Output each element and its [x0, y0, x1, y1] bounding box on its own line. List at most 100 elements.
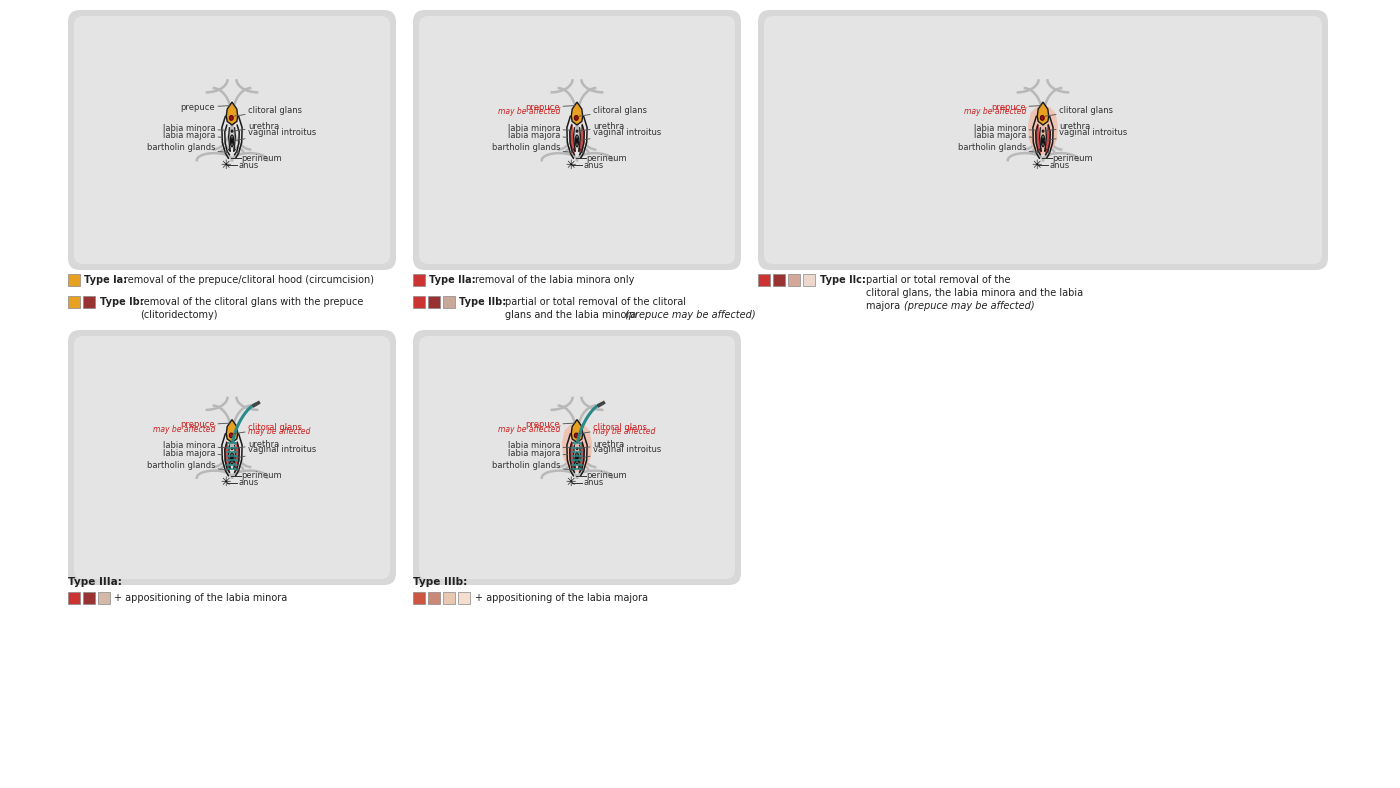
- Text: prepuce: prepuce: [525, 103, 575, 112]
- FancyBboxPatch shape: [757, 10, 1329, 270]
- Bar: [804, 274, 815, 286]
- Text: labia majora: labia majora: [508, 448, 568, 458]
- Text: vaginal introitus: vaginal introitus: [1044, 128, 1127, 141]
- Text: urethra: urethra: [1044, 122, 1091, 132]
- Polygon shape: [568, 440, 575, 472]
- Polygon shape: [568, 123, 575, 155]
- Text: Type IIb:: Type IIb:: [459, 297, 507, 307]
- Text: may be affected: may be affected: [248, 427, 311, 437]
- Text: vaginal introitus: vaginal introitus: [578, 445, 661, 459]
- Text: clitoral glans: clitoral glans: [234, 106, 302, 116]
- Ellipse shape: [575, 130, 578, 132]
- Text: perineum: perineum: [242, 154, 283, 163]
- Ellipse shape: [574, 116, 578, 121]
- Text: + appositioning of the labia minora: + appositioning of the labia minora: [113, 593, 287, 603]
- Text: Type IIa:: Type IIa:: [428, 275, 476, 285]
- Polygon shape: [234, 440, 239, 472]
- Text: labia minora: labia minora: [162, 441, 227, 451]
- FancyBboxPatch shape: [413, 330, 741, 585]
- Text: labia minora: labia minora: [973, 124, 1037, 133]
- Text: removal of the prepuce/clitoral hood (circumcision): removal of the prepuce/clitoral hood (ci…: [125, 275, 374, 285]
- Text: urethra: urethra: [578, 122, 624, 132]
- Bar: [428, 592, 440, 604]
- Polygon shape: [224, 440, 230, 472]
- Text: may be affected: may be affected: [965, 107, 1026, 117]
- Ellipse shape: [1042, 130, 1044, 132]
- Text: perineum: perineum: [1053, 154, 1093, 163]
- Ellipse shape: [575, 136, 578, 145]
- Text: clitoral glans: clitoral glans: [580, 106, 647, 116]
- Ellipse shape: [575, 135, 578, 147]
- Text: vaginal introitus: vaginal introitus: [234, 445, 316, 459]
- Ellipse shape: [575, 454, 578, 463]
- Bar: [428, 296, 440, 308]
- Text: urethra: urethra: [232, 440, 279, 448]
- Polygon shape: [578, 440, 585, 472]
- Polygon shape: [1035, 123, 1042, 155]
- Polygon shape: [227, 419, 238, 442]
- Bar: [69, 274, 80, 286]
- Text: urethra: urethra: [232, 122, 279, 132]
- Bar: [69, 296, 80, 308]
- Ellipse shape: [231, 448, 232, 450]
- FancyBboxPatch shape: [419, 16, 735, 264]
- Text: bartholin glands: bartholin glands: [491, 461, 571, 470]
- Text: labia majora: labia majora: [508, 131, 568, 140]
- Text: perineum: perineum: [587, 471, 627, 481]
- Text: labia majora: labia majora: [974, 131, 1033, 140]
- Text: bartholin glands: bartholin glands: [147, 143, 227, 152]
- Text: may be affected: may be affected: [592, 427, 655, 437]
- Ellipse shape: [1040, 116, 1044, 121]
- Polygon shape: [1044, 123, 1051, 155]
- Text: urethra: urethra: [578, 440, 624, 448]
- Bar: [69, 592, 80, 604]
- Text: Type Ib:: Type Ib:: [99, 297, 144, 307]
- Text: labia minora: labia minora: [162, 124, 227, 133]
- Ellipse shape: [574, 433, 578, 438]
- Text: clitoral glans: clitoral glans: [1046, 106, 1113, 116]
- Text: + appositioning of the labia majora: + appositioning of the labia majora: [475, 593, 648, 603]
- Text: Type IIIa:: Type IIIa:: [69, 577, 122, 587]
- Polygon shape: [571, 102, 582, 125]
- Text: perineum: perineum: [242, 471, 283, 481]
- Bar: [83, 296, 95, 308]
- Text: may be affected: may be affected: [498, 107, 560, 117]
- Ellipse shape: [231, 136, 232, 145]
- Bar: [442, 592, 455, 604]
- Ellipse shape: [231, 135, 234, 147]
- Text: prepuce: prepuce: [181, 103, 230, 112]
- Bar: [413, 592, 426, 604]
- Ellipse shape: [231, 452, 234, 464]
- Text: anus: anus: [238, 478, 259, 488]
- Text: perineum: perineum: [587, 154, 627, 163]
- FancyBboxPatch shape: [69, 10, 396, 270]
- Text: clitoral glans: clitoral glans: [580, 423, 647, 433]
- Text: removal of the clitoral glans with the prepuce: removal of the clitoral glans with the p…: [140, 297, 364, 307]
- Text: (prepuce may be affected): (prepuce may be affected): [904, 301, 1035, 311]
- Text: labia minora: labia minora: [508, 124, 571, 133]
- Text: bartholin glands: bartholin glands: [147, 461, 227, 470]
- Text: labia majora: labia majora: [162, 448, 223, 458]
- Ellipse shape: [1042, 136, 1044, 145]
- Bar: [413, 296, 426, 308]
- Ellipse shape: [230, 116, 234, 121]
- Text: removal of the labia minora only: removal of the labia minora only: [475, 275, 634, 285]
- Text: anus: anus: [584, 478, 603, 488]
- Text: labia majora: labia majora: [162, 131, 223, 140]
- Text: anus: anus: [1049, 161, 1070, 170]
- Text: vaginal introitus: vaginal introitus: [578, 128, 661, 141]
- Text: vaginal introitus: vaginal introitus: [234, 128, 316, 141]
- FancyBboxPatch shape: [764, 16, 1322, 264]
- FancyBboxPatch shape: [74, 336, 391, 579]
- Text: bartholin glands: bartholin glands: [491, 143, 571, 152]
- Text: prepuce: prepuce: [181, 420, 230, 429]
- Ellipse shape: [231, 130, 232, 132]
- Text: clitoral glans: clitoral glans: [234, 423, 302, 433]
- Ellipse shape: [575, 448, 578, 450]
- Polygon shape: [1028, 106, 1058, 155]
- Polygon shape: [571, 419, 582, 442]
- Text: may be affected: may be affected: [153, 425, 216, 433]
- Text: Type IIIb:: Type IIIb:: [413, 577, 468, 587]
- Text: prepuce: prepuce: [991, 103, 1042, 112]
- Text: clitoral glans, the labia minora and the labia: clitoral glans, the labia minora and the…: [867, 288, 1084, 298]
